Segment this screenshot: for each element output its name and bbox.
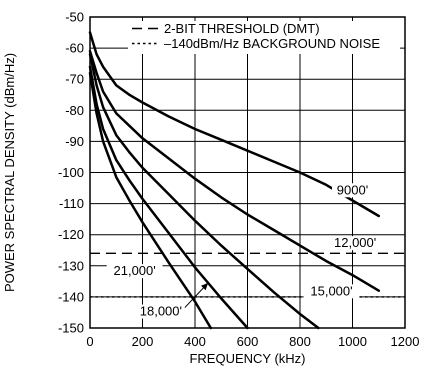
curve-label: 9000' <box>337 182 368 197</box>
series-12000-ft <box>88 49 381 292</box>
tick-labels: 0 200 400 600 800 1000 1200 -50 -60 -70 -80 -90 -100… <box>58 10 419 350</box>
x-tick-label: 1000 <box>338 334 367 349</box>
y-tick-label: -110 <box>59 196 84 211</box>
y-tick-label: -90 <box>65 134 84 149</box>
x-axis-title: FREQUENCY (kHz) <box>189 351 305 366</box>
x-tick-label: 0 <box>86 334 93 349</box>
y-tick-label: -150 <box>58 321 84 336</box>
legend-label-threshold: 2-BIT THRESHOLD (DMT) <box>164 21 320 36</box>
y-axis-title: POWER SPECTRAL DENSITY (dBm/Hz) <box>2 53 17 292</box>
curve-label-background <box>332 183 373 198</box>
legend-label-noise: –140dBm/Hz BACKGROUND NOISE <box>164 36 380 51</box>
curve-label: 21,000' <box>114 263 156 278</box>
x-tick-label: 600 <box>237 334 259 349</box>
series-18000-ft <box>88 65 249 330</box>
curve-label-background <box>106 264 163 279</box>
curve-labels: 9000' 12,000' 15,000' 18,000' 21,000' <box>106 182 384 319</box>
series-9000-ft <box>88 31 381 218</box>
series-curves <box>88 31 381 330</box>
reference-lines <box>90 252 405 298</box>
curve-label-background <box>327 236 384 251</box>
x-tick-label: 400 <box>184 334 206 349</box>
legend: 2-BIT THRESHOLD (DMT) –140dBm/Hz BACKGRO… <box>128 21 400 54</box>
curve-label: 15,000' <box>310 283 352 298</box>
legend-background <box>128 21 400 54</box>
y-tick-label: -60 <box>65 41 84 56</box>
y-tick-label: -140 <box>58 289 84 304</box>
curve-label: 12,000' <box>334 235 376 250</box>
x-tick-label: 1200 <box>391 334 420 349</box>
y-tick-label: -130 <box>58 258 84 273</box>
series-15000-ft <box>88 53 320 330</box>
y-tick-label: -80 <box>65 103 84 118</box>
y-tick-label: -50 <box>65 10 84 25</box>
y-tick-label: -70 <box>65 72 84 87</box>
grid <box>90 17 405 328</box>
y-tick-label: -100 <box>58 165 84 180</box>
x-tick-label: 200 <box>132 334 154 349</box>
curve-label-background <box>303 284 360 299</box>
y-tick-label: -120 <box>58 227 84 242</box>
curve-label-background <box>132 304 189 319</box>
series-21000-ft <box>88 71 213 330</box>
label-pointer-arrowhead <box>200 282 209 291</box>
x-tick-label: 800 <box>289 334 311 349</box>
plot-frame <box>89 16 406 329</box>
curve-label: 18,000' <box>140 304 182 319</box>
